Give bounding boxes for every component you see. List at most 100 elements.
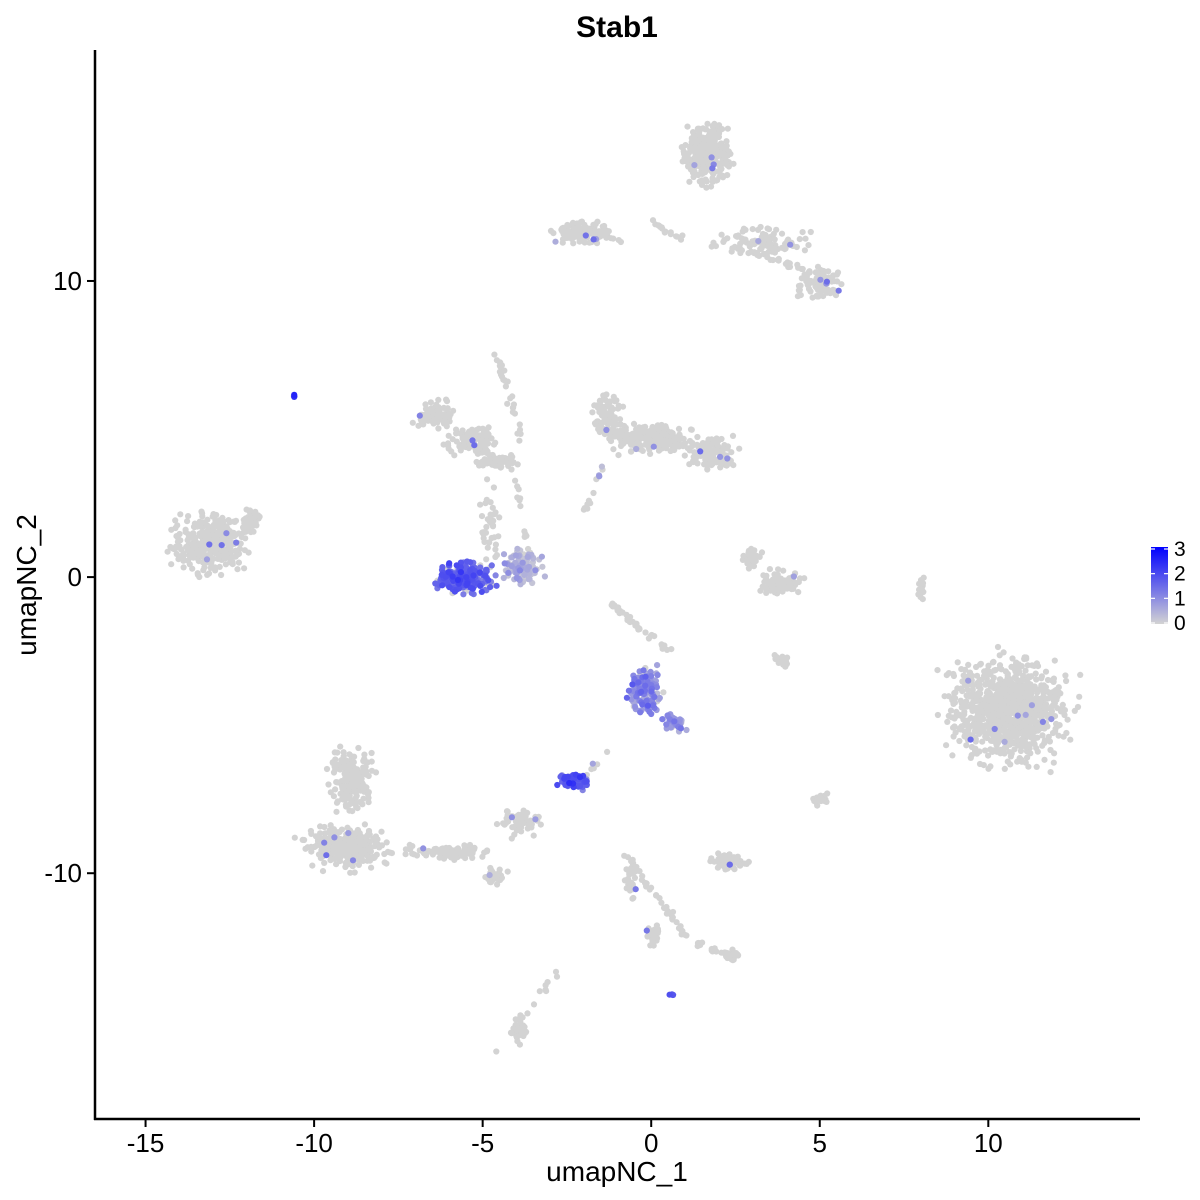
data-point: [998, 666, 1005, 673]
data-point: [619, 609, 626, 616]
data-point: [542, 986, 549, 993]
data-point: [973, 750, 981, 757]
data-point: [748, 248, 755, 255]
data-point: [1031, 683, 1038, 690]
data-point: [321, 859, 328, 867]
chart-title: Stab1: [576, 11, 658, 44]
data-point: [337, 743, 344, 750]
data-point: [351, 830, 358, 837]
data-point: [968, 752, 975, 759]
data-point: [709, 122, 716, 130]
data-point: [627, 613, 634, 621]
data-point: [740, 552, 747, 560]
data-point: [625, 877, 632, 885]
data-point: [701, 144, 709, 151]
data-point: [989, 659, 997, 666]
data-point: [1011, 697, 1018, 704]
data-point: [629, 895, 636, 902]
data-point: [715, 130, 723, 137]
x-tick-label: -15: [127, 1128, 165, 1158]
x-tick-label: 5: [813, 1128, 827, 1158]
data-point: [530, 1001, 538, 1008]
data-point: [1038, 673, 1045, 680]
data-point: [492, 546, 499, 553]
data-point: [590, 489, 597, 497]
data-point: [443, 398, 451, 405]
data-point: [1047, 693, 1054, 700]
data-point: [334, 798, 341, 805]
data-point: [505, 569, 512, 577]
data-point: [976, 682, 983, 689]
data-point: [514, 545, 521, 552]
data-point: [584, 501, 591, 508]
data-point: [1033, 676, 1040, 683]
data-point: [603, 426, 610, 434]
data-point: [604, 400, 612, 407]
data-point: [976, 720, 983, 727]
data-point: [730, 160, 737, 167]
data-point: [443, 423, 450, 430]
data-point: [773, 576, 781, 583]
data-point: [750, 558, 757, 565]
data-point: [491, 351, 498, 358]
data-point: [471, 442, 478, 449]
data-point: [530, 832, 537, 839]
data-point: [436, 854, 443, 861]
data-point: [1026, 727, 1033, 734]
data-point: [1042, 695, 1049, 702]
data-point: [212, 517, 219, 524]
data-point: [733, 233, 740, 240]
data-point: [1000, 703, 1007, 710]
data-point: [1024, 754, 1031, 761]
data-point: [1024, 662, 1031, 669]
data-point: [980, 762, 987, 769]
data-point: [349, 808, 356, 815]
data-point: [766, 566, 774, 573]
data-point: [650, 443, 657, 450]
data-point: [493, 582, 500, 589]
data-point: [694, 940, 702, 947]
data-point: [513, 820, 520, 827]
data-point: [351, 753, 358, 760]
data-point: [576, 220, 583, 227]
data-point: [482, 529, 490, 536]
data-point: [516, 426, 524, 433]
data-point: [168, 561, 175, 568]
data-point: [460, 591, 467, 598]
data-point: [451, 856, 458, 864]
data-point: [767, 244, 774, 251]
data-point: [182, 529, 189, 536]
data-point: [378, 828, 385, 835]
data-point: [1071, 707, 1078, 715]
data-point: [513, 574, 520, 582]
data-point: [516, 567, 524, 574]
data-point: [1007, 705, 1014, 712]
data-point: [642, 673, 649, 680]
data-point: [950, 672, 958, 680]
data-point: [536, 988, 543, 995]
data-point: [956, 737, 963, 745]
data-point: [1002, 721, 1009, 728]
data-point: [1005, 717, 1013, 724]
data-point: [355, 744, 362, 752]
data-point: [470, 572, 477, 579]
data-point: [1003, 692, 1010, 699]
data-point: [232, 547, 239, 554]
data-point: [174, 522, 181, 529]
data-point: [626, 869, 633, 877]
data-point: [446, 584, 453, 591]
data-point: [987, 683, 994, 690]
data-point: [434, 419, 441, 426]
data-point: [356, 799, 363, 806]
data-point: [347, 869, 354, 876]
data-point: [829, 289, 836, 296]
data-point: [694, 433, 701, 441]
data-point: [240, 529, 248, 536]
data-point: [1022, 691, 1029, 698]
data-point: [347, 761, 354, 768]
data-point: [649, 702, 657, 709]
data-point: [996, 708, 1003, 716]
data-point: [673, 919, 680, 926]
data-point: [347, 774, 354, 781]
